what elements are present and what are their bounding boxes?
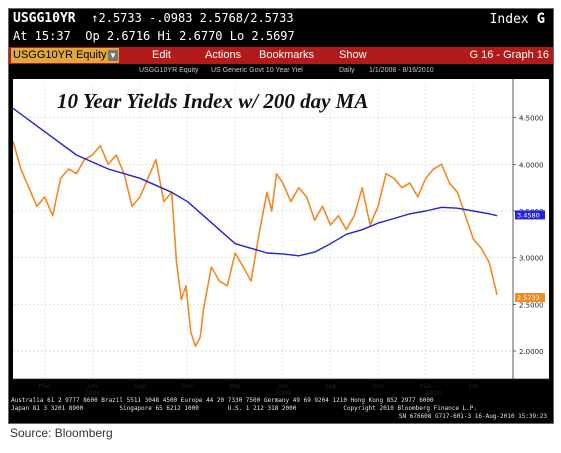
menu-actions[interactable]: Actions xyxy=(205,49,242,61)
index-indicator: Index G xyxy=(490,11,545,27)
subheader-frequency: Daily xyxy=(339,67,355,74)
y-tick-label: 4.0000 xyxy=(519,161,544,169)
security-selector[interactable]: USGG10YR Equity ▼ xyxy=(11,48,119,63)
footer-contacts: Australia 61 2 9777 8600 Brazil 5511 304… xyxy=(11,397,551,423)
x-tick-label: Mar xyxy=(229,382,242,390)
x-tick-label: Jun xyxy=(467,382,478,390)
plot-background xyxy=(13,79,549,379)
x-tick-label: Mar xyxy=(420,382,433,390)
quote-values: ↑2.5733 -.0983 2.5768/2.5733 xyxy=(91,11,294,25)
y-tick-label: 2.0000 xyxy=(519,348,544,356)
200-day-ma-line xyxy=(13,107,498,257)
x-tick-label: Sep xyxy=(134,382,146,390)
y-tick-label: 4.5000 xyxy=(519,115,544,123)
time-open-high-low: At 15:37 Op 2.6716 Hi 2.6770 Lo 2.5697 xyxy=(13,29,295,43)
x-tick-label: Mar xyxy=(39,382,52,390)
y-tick-label: 3.0000 xyxy=(519,255,544,263)
chart-title: 10 Year Yields Index w/ 200 day MA xyxy=(57,89,368,113)
last-value-tag-bg xyxy=(515,292,545,302)
graph-page-label[interactable]: G 16 - Graph 16 xyxy=(469,49,550,61)
menu-bar: USGG10YR Equity ▼ Edit Actions Bookmarks… xyxy=(9,47,553,64)
index-letter: G xyxy=(536,11,545,27)
chart-subheader: USGG10YR Equity US Generic Govt 10 Year … xyxy=(9,65,553,77)
x-tick-label: Sep xyxy=(324,382,336,390)
x-year-label: 2008 xyxy=(84,389,101,397)
last-value-tag: 3.4580 xyxy=(517,211,540,219)
last-value-tag: 2.5733 xyxy=(517,294,540,302)
ticker-symbol: USGG10YR xyxy=(13,11,76,26)
source-note: Source: Bloomberg xyxy=(10,426,113,440)
x-tick-label: Jun xyxy=(277,382,288,390)
subheader-description: US Generic Govt 10 Year Yiel xyxy=(211,67,303,74)
series-layer xyxy=(13,107,498,348)
security-selector-label: USGG10YR Equity xyxy=(13,49,107,61)
menu-bookmarks[interactable]: Bookmarks xyxy=(259,49,315,61)
x-year-label: 2009 xyxy=(275,389,292,397)
x-tick-label: Dec xyxy=(372,382,385,390)
subheader-security: USGG10YR Equity xyxy=(139,67,199,74)
quote-line: USGG10YR ↑2.5733 -.0983 2.5768/2.5733 xyxy=(13,11,294,26)
x-tick-label: Jun xyxy=(86,382,97,390)
x-tick-label: Dec xyxy=(181,382,194,390)
menu-edit[interactable]: Edit xyxy=(152,49,171,61)
y-tick-label: 2.5000 xyxy=(519,301,544,309)
index-label: Index xyxy=(489,12,529,27)
footer-line-3: SN 676608 G717-601-3 16-Aug-2010 15:39:2… xyxy=(398,413,547,420)
yield-line xyxy=(13,140,498,348)
x-year-label: 2010 xyxy=(425,389,442,397)
footer-line-1: Australia 61 2 9777 8600 Brazil 5511 304… xyxy=(11,397,434,404)
chevron-down-icon[interactable]: ▼ xyxy=(108,50,118,61)
subheader-date-range: 1/1/2008 - 8/16/2010 xyxy=(369,67,434,74)
last-value-tags: 3.4580 2.5733 xyxy=(515,210,545,302)
menu-show[interactable]: Show xyxy=(339,49,367,61)
footer-line-2: Japan 81 3 3201 8900 Singapore 65 6212 1… xyxy=(11,405,477,412)
bloomberg-terminal-window: USGG10YR ↑2.5733 -.0983 2.5768/2.5733 In… xyxy=(8,8,554,424)
last-value-tag-bg xyxy=(515,210,545,220)
